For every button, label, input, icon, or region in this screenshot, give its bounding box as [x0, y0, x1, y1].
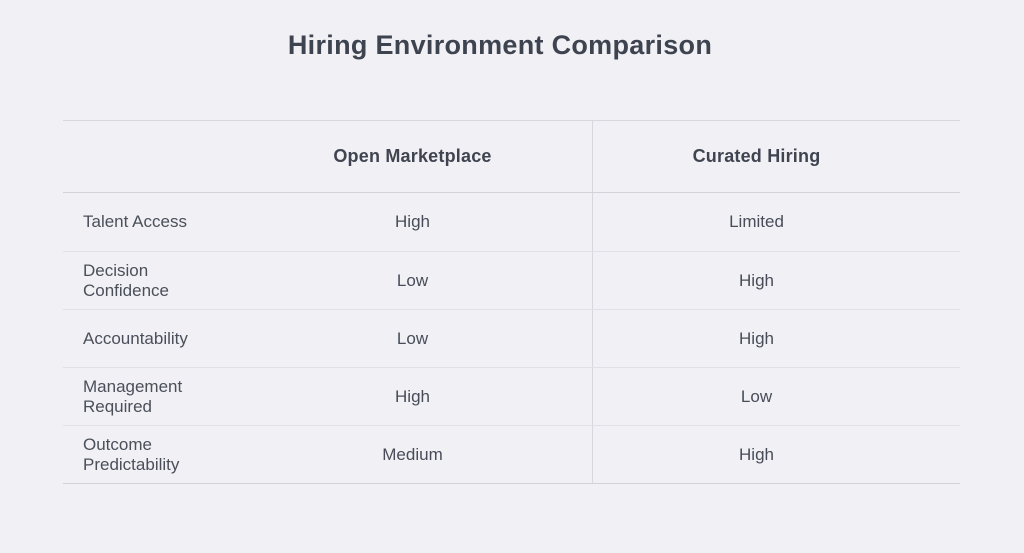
cell-talent-access-open-marketplace: High — [395, 212, 430, 231]
column-header-blank — [63, 121, 233, 192]
table-row: Outcome Predictability Medium High — [63, 425, 960, 483]
cell-talent-access-curated-hiring: Limited — [592, 193, 960, 251]
row-label-accountability: Accountability — [83, 328, 188, 348]
row-label-decision-confidence: Decision Confidence — [83, 260, 170, 300]
cell-management-required-open-marketplace: High — [395, 386, 430, 406]
page-title: Hiring Environment Comparison — [287, 30, 713, 60]
cell-decision-confidence-open-marketplace: Low — [396, 270, 429, 290]
cell-management-required-curated-hiring: Low — [592, 368, 960, 425]
cell-accountability-open-marketplace: Low — [396, 328, 429, 348]
table-header-row: Open Marketplace Curated Hiring — [63, 121, 960, 193]
cell-outcome-predictability-open-marketplace: Medium — [382, 444, 443, 464]
comparison-table: Open Marketplace Curated Hiring Talent A… — [63, 120, 960, 484]
row-label-talent-access: Talent Access — [83, 212, 187, 231]
cell-accountability-curated-hiring: High — [592, 310, 960, 367]
row-label-management-required: Management Required — [83, 376, 183, 416]
table-row: Management Required High Low — [63, 367, 960, 425]
table-row: Accountability Low High — [63, 309, 960, 367]
table-row: Talent Access High Limited — [63, 193, 960, 251]
column-header-curated-hiring: Curated Hiring — [592, 121, 960, 192]
column-header-open-marketplace: Open Marketplace — [333, 146, 492, 166]
table-row: Decision Confidence Low High — [63, 251, 960, 309]
row-label-outcome-predictability: Outcome Predictability — [83, 434, 180, 474]
cell-decision-confidence-curated-hiring: High — [592, 252, 960, 309]
cell-outcome-predictability-curated-hiring: High — [592, 426, 960, 483]
